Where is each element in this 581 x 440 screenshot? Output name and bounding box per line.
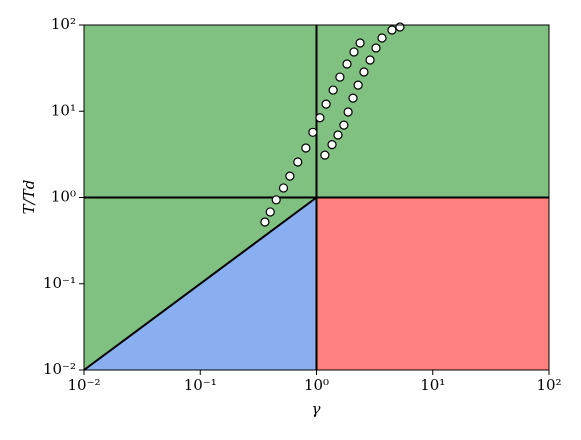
data-point	[333, 130, 343, 140]
data-point	[335, 72, 345, 82]
data-point	[320, 150, 330, 160]
x-tick-label: 10⁰	[304, 376, 329, 394]
x-tick-label: 10⁻²	[67, 376, 100, 394]
data-point	[355, 38, 365, 48]
data-point	[327, 140, 337, 150]
boundary-line	[83, 196, 318, 371]
x-tick-label: 10¹	[420, 376, 445, 394]
data-point	[315, 113, 325, 123]
data-point	[353, 80, 363, 90]
data-point	[359, 67, 369, 77]
data-point	[328, 85, 338, 95]
data-point	[349, 47, 359, 57]
data-point	[301, 143, 311, 153]
y-tick-label: 10⁰	[51, 188, 76, 206]
data-point	[285, 171, 295, 181]
data-point	[321, 99, 331, 109]
data-point	[342, 59, 352, 69]
data-point	[271, 195, 281, 205]
data-point	[308, 127, 318, 137]
y-tick-label: 10¹	[51, 101, 76, 119]
data-point	[293, 157, 303, 167]
x-axis-label: γ	[312, 400, 321, 418]
x-tick-label: 10²	[536, 376, 561, 394]
data-point	[377, 33, 387, 43]
y-tick-label: 10⁻¹	[43, 274, 76, 292]
y-axis-label: T/Td	[20, 180, 38, 215]
data-point	[395, 22, 405, 32]
data-point	[348, 93, 358, 103]
y-tick-label: 10²	[51, 15, 76, 33]
data-point	[265, 207, 275, 217]
data-point	[260, 217, 270, 227]
region-red	[316, 197, 549, 370]
y-tick-label: 10⁻²	[43, 360, 76, 378]
data-point	[343, 107, 353, 117]
x-tick-label: 10⁻¹	[184, 376, 217, 394]
data-point	[339, 120, 349, 130]
data-point	[278, 183, 289, 193]
data-point	[371, 43, 381, 53]
data-point	[365, 55, 375, 65]
data-point	[387, 25, 397, 35]
